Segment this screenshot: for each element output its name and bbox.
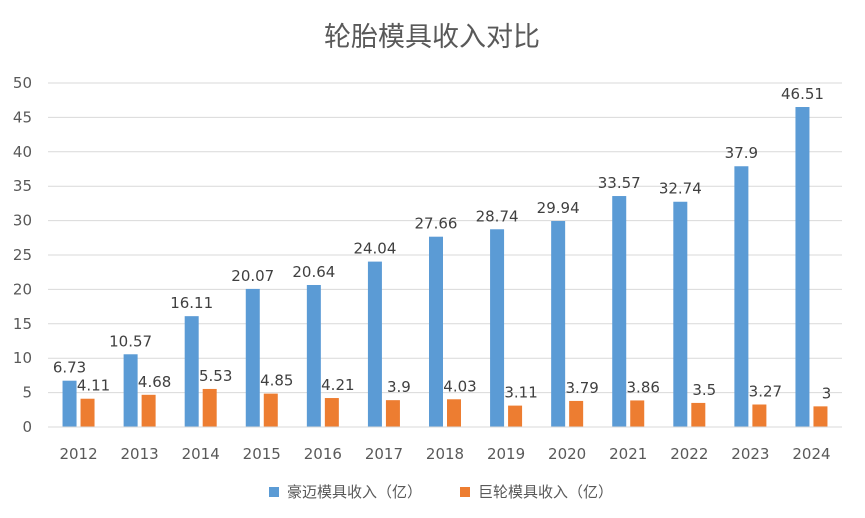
legend-swatch-julun (460, 487, 470, 497)
y-tick-label-50: 50 (13, 74, 32, 92)
data-label-julun-2022: 3.5 (692, 381, 716, 399)
data-label-julun-2014: 5.53 (199, 367, 232, 385)
bar-haomai-2020 (551, 221, 566, 427)
data-label-haomai-2024: 46.51 (781, 85, 824, 103)
bar-julun-2018 (447, 399, 461, 427)
data-labels: 6.734.11 10.57 4.68 16.11 5.53 20.07 4.85 20.64… (53, 85, 831, 402)
data-label-julun-2021: 3.86 (627, 378, 660, 396)
x-tick-label-2020: 2020 (548, 445, 586, 463)
y-tick-label-40: 40 (13, 143, 32, 161)
bar-haomai-2019 (490, 229, 505, 427)
bar-julun-2021 (630, 400, 645, 427)
x-tick-label-2019: 2019 (487, 445, 525, 463)
bar-haomai-2012 (62, 380, 77, 427)
data-label-haomai-2021: 33.57 (598, 174, 641, 192)
legend-item-julun: 巨轮模具收入（亿） (460, 483, 613, 501)
data-label-julun-2013: 4.68 (138, 373, 171, 391)
data-label-haomai-2022: 32.74 (659, 180, 702, 198)
data-label-haomai-2012: 6.73 (53, 359, 86, 377)
legend-label-haomai: 豪迈模具收入（亿） (287, 483, 422, 501)
y-tick-label-45: 45 (13, 108, 32, 126)
x-tick-label-2013: 2013 (121, 445, 159, 463)
data-label-haomai-2019: 28.74 (476, 207, 519, 225)
data-label-julun-2023: 3.27 (749, 383, 782, 401)
chart-title: 轮胎模具收入对比 (324, 22, 540, 53)
bar-julun-2023 (752, 404, 767, 427)
legend-swatch-haomai (269, 487, 279, 497)
x-tick-label-2017: 2017 (365, 445, 403, 463)
bar-julun-2013 (141, 394, 156, 427)
y-tick-label-30: 30 (13, 212, 32, 230)
bar-haomai-2024 (795, 107, 810, 427)
y-axis-ticks: 0 5 10 15 20 25 30 35 40 45 50 (13, 74, 32, 436)
x-tick-label-2016: 2016 (304, 445, 342, 463)
bar-haomai-2021 (612, 196, 627, 427)
bar-julun-2012 (80, 398, 95, 427)
bar-julun-2022 (691, 402, 706, 427)
x-tick-label-2022: 2022 (670, 445, 708, 463)
bar-julun-2015 (263, 393, 278, 427)
gridlines (48, 82, 842, 394)
bar-haomai-2016 (306, 284, 321, 427)
bar-julun-2024 (813, 406, 828, 427)
x-tick-label-2024: 2024 (792, 445, 830, 463)
bar-julun-2014 (202, 388, 217, 427)
bar-haomai-2013 (123, 354, 138, 427)
bar-haomai-2022 (673, 201, 688, 427)
data-label-julun-2015: 4.85 (260, 372, 293, 390)
legend-item-haomai: 豪迈模具收入（亿） (269, 483, 422, 501)
bar-haomai-2015 (245, 288, 260, 427)
data-label-haomai-2018: 27.66 (415, 215, 458, 233)
y-tick-label-25: 25 (13, 246, 32, 264)
data-label-julun-2024: 3 (822, 384, 832, 402)
data-label-julun-2019: 3.11 (504, 384, 537, 402)
bar-haomai-2018 (429, 236, 443, 427)
bar-haomai-2017 (367, 261, 382, 427)
y-tick-label-5: 5 (22, 384, 32, 402)
data-label-haomai-2020: 29.94 (537, 199, 580, 217)
bar-julun-2019 (508, 405, 523, 427)
bar-julun-2017 (385, 400, 400, 427)
data-label-haomai-2014: 16.11 (170, 294, 213, 312)
data-label-julun-2017: 3.9 (387, 378, 411, 396)
bar-haomai-2014 (184, 316, 199, 427)
bar-julun-2016 (324, 398, 339, 427)
legend: 豪迈模具收入（亿） 巨轮模具收入（亿） (269, 483, 613, 501)
x-tick-label-2021: 2021 (609, 445, 647, 463)
x-tick-label-2023: 2023 (731, 445, 769, 463)
x-tick-label-2012: 2012 (59, 445, 97, 463)
bar-julun-2020 (569, 400, 584, 427)
data-label-haomai-2017: 24.04 (353, 240, 396, 258)
y-tick-label-35: 35 (13, 177, 32, 195)
y-tick-label-15: 15 (13, 315, 32, 333)
x-tick-label-2015: 2015 (243, 445, 281, 463)
bars (62, 107, 828, 428)
y-tick-label-20: 20 (13, 280, 32, 298)
x-tick-label-2018: 2018 (426, 445, 464, 463)
data-label-julun-2016: 4.21 (321, 376, 354, 394)
data-label-julun-2018: 4.03 (443, 377, 476, 395)
bar-haomai-2023 (734, 166, 749, 428)
data-label-haomai-2015: 20.07 (231, 267, 274, 285)
x-tick-label-2014: 2014 (182, 445, 220, 463)
x-axis-ticks: 2012 2013 2014 2015 2016 2017 2018 2019 2020 2021… (59, 445, 830, 463)
data-label-julun-2012: 4.11 (77, 377, 110, 395)
data-label-haomai-2023: 37.9 (725, 144, 758, 162)
y-tick-label-0: 0 (22, 418, 32, 436)
legend-label-julun: 巨轮模具收入（亿） (478, 483, 613, 501)
y-tick-label-10: 10 (13, 349, 32, 367)
data-label-julun-2020: 3.79 (565, 379, 598, 397)
data-label-haomai-2013: 10.57 (109, 332, 152, 350)
data-label-haomai-2016: 20.64 (292, 263, 335, 281)
